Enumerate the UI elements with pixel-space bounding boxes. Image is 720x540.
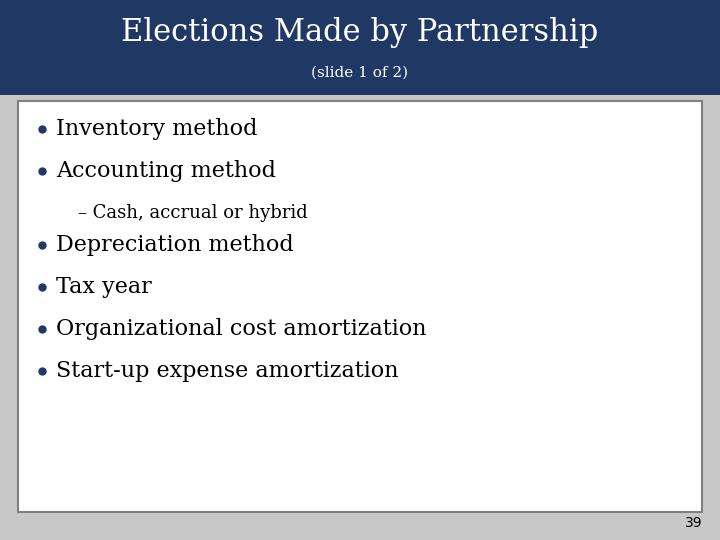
Text: Elections Made by Partnership: Elections Made by Partnership	[122, 17, 598, 49]
Text: Accounting method: Accounting method	[56, 160, 276, 182]
Text: – Cash, accrual or hybrid: – Cash, accrual or hybrid	[78, 204, 307, 222]
Text: Depreciation method: Depreciation method	[56, 234, 294, 256]
FancyBboxPatch shape	[18, 101, 702, 512]
Text: Start-up expense amortization: Start-up expense amortization	[56, 360, 398, 382]
Text: Tax year: Tax year	[56, 276, 152, 298]
FancyBboxPatch shape	[0, 0, 720, 95]
Text: Inventory method: Inventory method	[56, 118, 258, 140]
Text: (slide 1 of 2): (slide 1 of 2)	[312, 66, 408, 80]
Text: Organizational cost amortization: Organizational cost amortization	[56, 318, 426, 340]
Text: 39: 39	[685, 516, 703, 530]
